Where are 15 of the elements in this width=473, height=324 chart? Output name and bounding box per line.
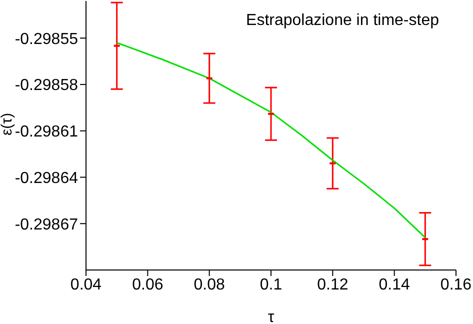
x-tick-label: 0.14	[378, 276, 410, 294]
y-tick-label: -0.29855	[14, 30, 78, 48]
x-axis-title: τ	[268, 309, 275, 324]
y-axis-title: ε(τ)	[0, 112, 16, 136]
x-tick-label: 0.06	[132, 276, 164, 294]
text: Estrapolazione in time-step	[246, 12, 439, 30]
y-tick-label: -0.29861	[14, 124, 78, 141]
y-tick-label: -0.29867	[14, 216, 78, 234]
x-tick-label: 0.04	[70, 276, 102, 294]
x-tick-label: 0.08	[194, 276, 226, 294]
x-tick-label: 0.12	[317, 276, 348, 294]
x-tick-label: 0.16	[440, 276, 472, 294]
y-tick-label: -0.29864	[14, 170, 78, 187]
y-tick-label: -0.29858	[14, 77, 78, 94]
x-tick-label: 0.1	[260, 276, 282, 294]
